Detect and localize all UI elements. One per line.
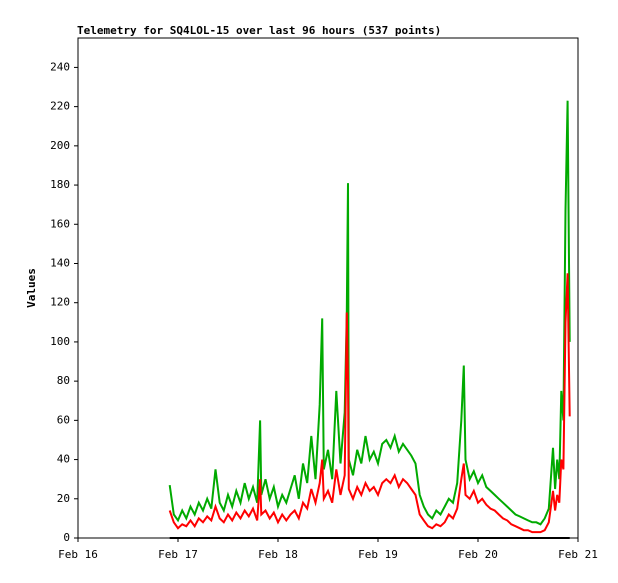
x-tick-label: Feb 19 bbox=[358, 548, 398, 561]
y-tick-label: 0 bbox=[63, 531, 70, 544]
x-tick-label: Feb 20 bbox=[458, 548, 498, 561]
y-tick-label: 180 bbox=[50, 178, 70, 191]
series-line bbox=[168, 100, 571, 526]
y-tick-label: 20 bbox=[57, 492, 70, 505]
y-tick-label: 60 bbox=[57, 413, 70, 426]
y-tick-label: 120 bbox=[50, 296, 70, 309]
y-tick-label: 140 bbox=[50, 256, 70, 269]
y-tick-label: 80 bbox=[57, 374, 70, 387]
y-tick-label: 40 bbox=[57, 453, 70, 466]
y-tick-label: 160 bbox=[50, 217, 70, 230]
y-tick-label: 240 bbox=[50, 60, 70, 73]
y-tick-label: 200 bbox=[50, 139, 70, 152]
x-tick-label: Feb 21 bbox=[558, 548, 598, 561]
x-tick-label: Feb 18 bbox=[258, 548, 298, 561]
y-tick-label: 100 bbox=[50, 335, 70, 348]
y-tick-label: 220 bbox=[50, 100, 70, 113]
chart-title: Telemetry for SQ4LOL-15 over last 96 hou… bbox=[77, 24, 441, 37]
x-tick-label: Feb 17 bbox=[158, 548, 198, 561]
x-tick-label: Feb 16 bbox=[58, 548, 98, 561]
y-axis-label: Values bbox=[25, 268, 38, 308]
series-line bbox=[168, 273, 571, 534]
